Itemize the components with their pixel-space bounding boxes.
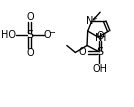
Text: S: S: [96, 47, 103, 57]
Text: H: H: [99, 33, 107, 43]
Text: OH: OH: [93, 64, 108, 74]
Text: N: N: [95, 33, 103, 43]
Text: HO: HO: [1, 30, 16, 40]
Text: O: O: [44, 30, 51, 40]
Text: O: O: [79, 48, 86, 57]
Text: −: −: [49, 28, 55, 37]
Text: O: O: [96, 31, 104, 41]
Text: N: N: [86, 16, 93, 26]
Text: O: O: [26, 48, 34, 59]
Text: O: O: [26, 12, 34, 22]
Text: +: +: [91, 16, 97, 22]
Text: S: S: [26, 30, 34, 40]
